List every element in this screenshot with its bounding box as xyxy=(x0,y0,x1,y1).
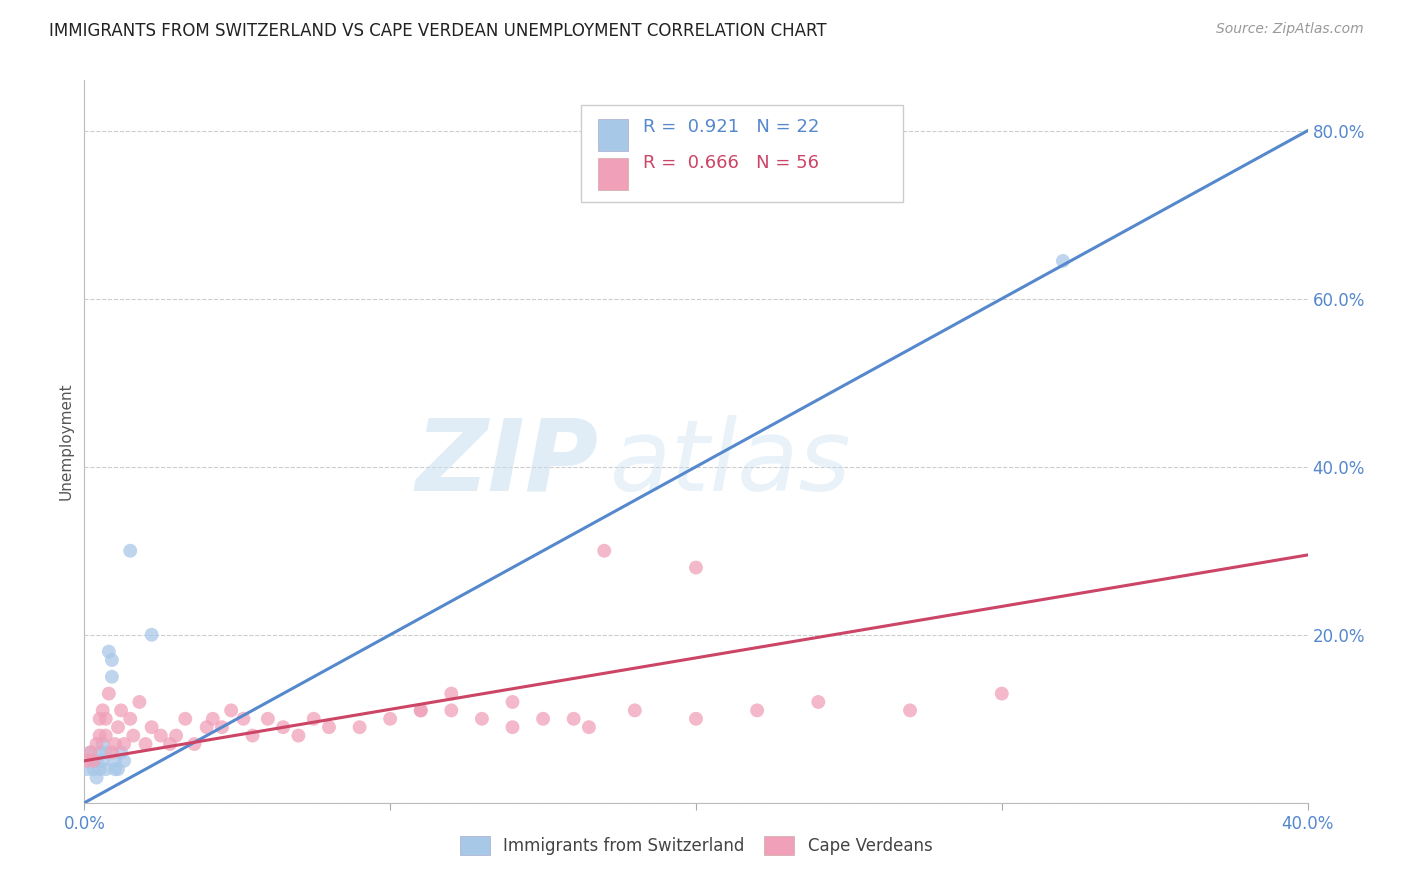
Point xyxy=(83,762,105,776)
Point xyxy=(409,703,432,717)
Point xyxy=(112,737,135,751)
Point xyxy=(211,720,233,734)
Point xyxy=(440,703,463,717)
Point xyxy=(201,712,224,726)
Point xyxy=(110,703,132,717)
Point xyxy=(110,745,132,759)
Point xyxy=(120,543,142,558)
Point xyxy=(86,737,108,751)
Point xyxy=(302,712,325,726)
Point xyxy=(195,720,218,734)
Point xyxy=(380,712,402,726)
Text: ZIP: ZIP xyxy=(415,415,598,512)
Point xyxy=(991,687,1014,701)
Point xyxy=(174,712,197,726)
Point xyxy=(120,712,142,726)
Point xyxy=(91,754,114,768)
Point xyxy=(94,729,117,743)
Point xyxy=(747,703,769,717)
Y-axis label: Unemployment: Unemployment xyxy=(58,383,73,500)
Text: IMMIGRANTS FROM SWITZERLAND VS CAPE VERDEAN UNEMPLOYMENT CORRELATION CHART: IMMIGRANTS FROM SWITZERLAND VS CAPE VERD… xyxy=(49,22,827,40)
Point xyxy=(122,729,145,743)
Point xyxy=(112,754,135,768)
Point xyxy=(101,670,124,684)
Point xyxy=(86,771,108,785)
Point xyxy=(349,720,371,734)
Point xyxy=(183,737,205,751)
Text: atlas: atlas xyxy=(610,415,852,512)
Point xyxy=(94,745,117,759)
Point xyxy=(502,720,524,734)
Point xyxy=(107,720,129,734)
Point xyxy=(89,729,111,743)
Point xyxy=(141,720,163,734)
Point xyxy=(318,720,340,734)
Text: R =  0.921   N = 22: R = 0.921 N = 22 xyxy=(643,118,818,136)
Point xyxy=(440,687,463,701)
Point xyxy=(107,762,129,776)
Point xyxy=(685,712,707,726)
Point xyxy=(562,712,585,726)
Point xyxy=(86,754,108,768)
Point xyxy=(471,712,494,726)
Point xyxy=(101,653,124,667)
Point xyxy=(242,729,264,743)
Point xyxy=(219,703,242,717)
Point xyxy=(578,720,600,734)
Point xyxy=(271,720,294,734)
Legend: Immigrants from Switzerland, Cape Verdeans: Immigrants from Switzerland, Cape Verdea… xyxy=(451,827,941,863)
Point xyxy=(135,737,157,751)
Point xyxy=(165,729,187,743)
Point xyxy=(97,644,120,658)
Point xyxy=(104,762,127,776)
Point xyxy=(94,762,117,776)
Point xyxy=(898,703,921,717)
Point xyxy=(101,745,124,759)
Point xyxy=(807,695,830,709)
Point xyxy=(1052,253,1074,268)
Point xyxy=(97,687,120,701)
Point xyxy=(76,762,98,776)
Text: R =  0.666   N = 56: R = 0.666 N = 56 xyxy=(643,154,818,172)
Point xyxy=(91,703,114,717)
Point xyxy=(79,745,101,759)
Point xyxy=(128,695,150,709)
Point xyxy=(149,729,172,743)
Point xyxy=(104,754,127,768)
Point xyxy=(89,745,111,759)
Point xyxy=(502,695,524,709)
Point xyxy=(287,729,309,743)
Point xyxy=(624,703,647,717)
Point xyxy=(104,737,127,751)
Point xyxy=(94,712,117,726)
Text: Source: ZipAtlas.com: Source: ZipAtlas.com xyxy=(1216,22,1364,37)
Point xyxy=(141,628,163,642)
Point xyxy=(79,745,101,759)
Point xyxy=(531,712,554,726)
Point xyxy=(89,712,111,726)
Point xyxy=(593,543,616,558)
Point xyxy=(91,737,114,751)
Point xyxy=(257,712,280,726)
Point xyxy=(159,737,181,751)
Point xyxy=(76,754,98,768)
Point xyxy=(83,754,105,768)
Point xyxy=(232,712,254,726)
Point xyxy=(685,560,707,574)
Point xyxy=(409,703,432,717)
Point xyxy=(89,762,111,776)
